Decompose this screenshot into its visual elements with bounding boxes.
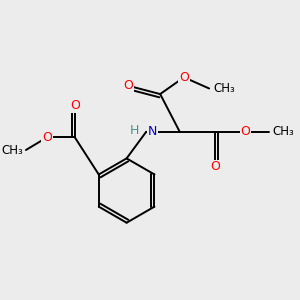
Text: CH₃: CH₃: [2, 143, 23, 157]
Text: CH₃: CH₃: [213, 82, 235, 95]
Text: O: O: [241, 125, 250, 138]
Text: H: H: [130, 124, 139, 137]
Text: O: O: [70, 99, 80, 112]
Text: O: O: [42, 131, 52, 144]
Text: N: N: [148, 125, 157, 138]
Text: O: O: [179, 71, 189, 84]
Text: O: O: [210, 160, 220, 173]
Text: O: O: [123, 79, 133, 92]
Text: CH₃: CH₃: [272, 125, 294, 138]
